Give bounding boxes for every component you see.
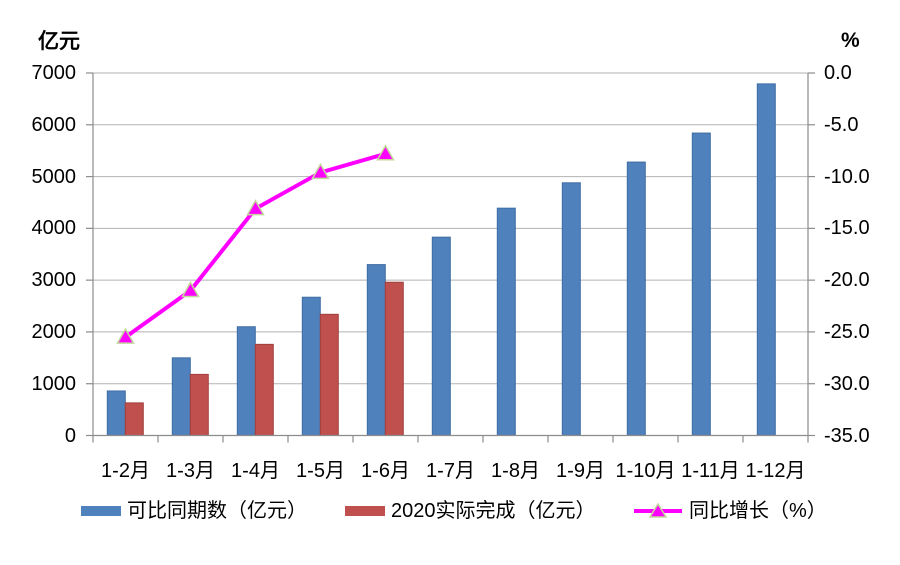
right-axis-tick-label: -35.0 xyxy=(824,424,870,447)
right-axis-tick-label: -30.0 xyxy=(824,372,870,395)
bar-comparable-period xyxy=(431,236,451,436)
bar-comparable-period xyxy=(366,264,386,436)
bar-2020-actual xyxy=(319,313,339,437)
bar-comparable-period xyxy=(106,390,126,437)
bar-2020-actual xyxy=(189,373,209,436)
bar-comparable-period xyxy=(561,182,581,436)
bar-comparable-period xyxy=(301,296,321,436)
x-axis-category-label: 1-6月 xyxy=(361,460,410,482)
legend-label: 同比增长（%） xyxy=(689,500,827,522)
x-axis-category-label: 1-5月 xyxy=(296,460,345,482)
left-axis-tick-label: 4000 xyxy=(31,217,77,240)
bar-swatch-red xyxy=(345,506,385,516)
legend-item-comparable-period: 可比同期数（亿元） xyxy=(81,497,307,525)
growth-marker-triangle xyxy=(181,280,200,298)
line-marker-swatch-icon xyxy=(634,503,682,518)
left-axis-tick-label: 7000 xyxy=(31,62,77,84)
right-axis-title: % xyxy=(841,29,860,52)
x-axis-category-label: 1-12月 xyxy=(745,460,806,482)
right-axis-tick-label: -25.0 xyxy=(824,320,870,343)
x-axis-category-label: 1-8月 xyxy=(491,460,540,482)
bar-comparable-period xyxy=(496,207,516,436)
right-axis-tick-label: 0.0 xyxy=(824,62,852,84)
left-axis-title: 亿元 xyxy=(38,30,80,53)
left-axis-tick-label: 0 xyxy=(64,424,76,447)
bar-2020-actual xyxy=(384,281,404,437)
bar-comparable-period xyxy=(171,357,191,437)
growth-marker-triangle xyxy=(116,327,135,344)
bar-comparable-period xyxy=(691,132,711,436)
left-axis-tick-label: 3000 xyxy=(31,269,77,292)
bar-comparable-period xyxy=(236,326,256,436)
bar-swatch-blue xyxy=(81,506,121,516)
growth-marker-triangle xyxy=(311,162,330,180)
x-axis-category-label: 1-9月 xyxy=(556,460,605,482)
x-axis-category-label: 1-4月 xyxy=(231,460,280,482)
legend-label: 2020实际完成（亿元） xyxy=(391,500,596,522)
bar-2020-actual xyxy=(254,343,274,437)
x-axis-category-label: 1-7月 xyxy=(426,460,475,482)
legend-item-yoy-growth: 同比增长（%） xyxy=(633,497,827,525)
left-axis-tick-label: 6000 xyxy=(31,113,77,136)
bar-comparable-period xyxy=(756,83,776,436)
bar-comparable-period xyxy=(626,161,646,436)
growth-marker-triangle xyxy=(376,144,395,161)
left-axis-tick-label: 5000 xyxy=(31,165,77,188)
right-axis-tick-label: -5.0 xyxy=(824,113,859,136)
right-axis-tick-label: -10.0 xyxy=(824,165,870,188)
x-axis-category-label: 1-3月 xyxy=(166,460,215,482)
growth-marker-triangle xyxy=(246,199,265,216)
legend-item-2020-actual: 2020实际完成（亿元） xyxy=(345,497,596,525)
left-axis-tick-label: 2000 xyxy=(31,320,77,343)
x-axis-category-label: 1-2月 xyxy=(101,460,150,482)
left-axis-tick-label: 1000 xyxy=(31,372,77,395)
x-axis-category-label: 1-11月 xyxy=(681,460,740,482)
right-axis-tick-label: -20.0 xyxy=(824,269,870,292)
growth-line xyxy=(124,151,387,339)
bar-2020-actual xyxy=(124,402,144,436)
right-axis-tick-label: -15.0 xyxy=(824,217,870,240)
legend-label: 可比同期数（亿元） xyxy=(127,500,307,522)
x-axis-category-label: 1-10月 xyxy=(615,460,676,482)
